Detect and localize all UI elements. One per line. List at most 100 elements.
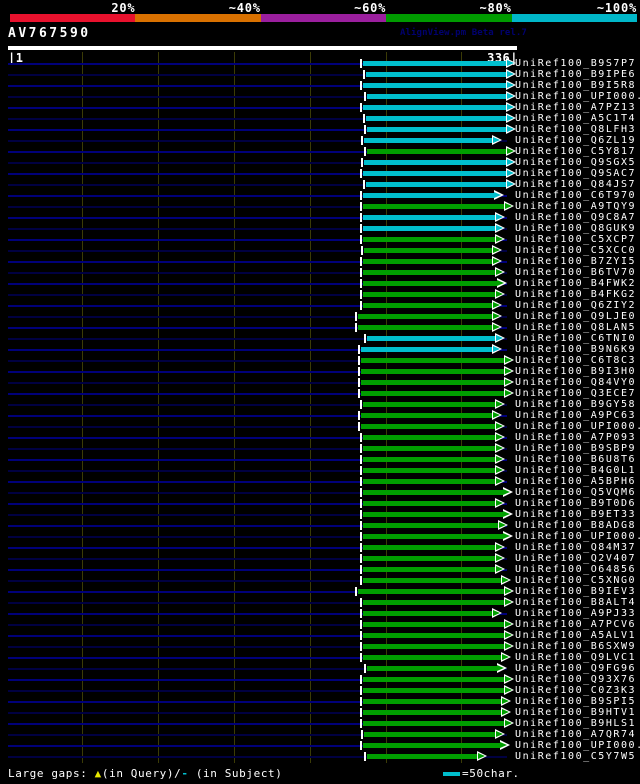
hit-label[interactable]: UniRef100_A7PZ13: [515, 102, 637, 113]
alignment-bar[interactable]: [362, 270, 499, 275]
hit-label[interactable]: UniRef100_UPI000..: [515, 531, 640, 542]
alignment-bar[interactable]: [367, 94, 509, 99]
alignment-bar[interactable]: [362, 215, 499, 220]
alignment-bar[interactable]: [361, 369, 508, 374]
alignment-bar[interactable]: [361, 358, 508, 363]
hit-label[interactable]: UniRef100_B4G0L1: [515, 465, 637, 476]
hit-label[interactable]: UniRef100_B9S7P7: [515, 58, 637, 69]
hit-label[interactable]: UniRef100_C0Z3K3: [515, 685, 637, 696]
alignment-bar[interactable]: [362, 468, 499, 473]
hit-label[interactable]: UniRef100_Q84JS7: [515, 179, 637, 190]
alignment-bar[interactable]: [362, 259, 496, 264]
alignment-bar[interactable]: [362, 479, 499, 484]
alignment-bar[interactable]: [367, 149, 509, 154]
alignment-bar[interactable]: [364, 248, 496, 253]
alignment-bar[interactable]: [358, 325, 496, 330]
alignment-bar[interactable]: [361, 391, 508, 396]
alignment-bar[interactable]: [362, 435, 499, 440]
alignment-bar[interactable]: [362, 622, 508, 627]
hit-label[interactable]: UniRef100_Q6ZL19: [515, 135, 637, 146]
hit-label[interactable]: UniRef100_B9N6K9: [515, 344, 637, 355]
hit-label[interactable]: UniRef100_Q6ZIY2: [515, 300, 637, 311]
alignment-bar[interactable]: [362, 204, 508, 209]
alignment-bar[interactable]: [362, 490, 506, 495]
alignment-bar[interactable]: [362, 600, 508, 605]
hit-label[interactable]: UniRef100_B9I3H0: [515, 366, 637, 377]
hit-label[interactable]: UniRef100_A7P093: [515, 432, 637, 443]
alignment-bar[interactable]: [361, 347, 496, 352]
hit-label[interactable]: UniRef100_C5XNG0: [515, 575, 637, 586]
hit-label[interactable]: UniRef100_A5C1T4: [515, 113, 637, 124]
alignment-bar[interactable]: [362, 281, 500, 286]
hit-label[interactable]: UniRef100_A9PJ33: [515, 608, 637, 619]
alignment-bar[interactable]: [365, 72, 509, 77]
alignment-bar[interactable]: [367, 336, 499, 341]
hit-label[interactable]: UniRef100_B6TV70: [515, 267, 637, 278]
hit-label[interactable]: UniRef100_C5XCC0: [515, 245, 637, 256]
hit-label[interactable]: UniRef100_C5Y7W5: [515, 751, 637, 762]
hit-label[interactable]: UniRef100_O64856: [515, 564, 637, 575]
alignment-bar[interactable]: [362, 611, 496, 616]
hit-label[interactable]: UniRef100_B8ADG8: [515, 520, 637, 531]
alignment-bar[interactable]: [361, 413, 496, 418]
alignment-bar[interactable]: [362, 710, 505, 715]
hit-label[interactable]: UniRef100_C5Y817: [515, 146, 637, 157]
hit-label[interactable]: UniRef100_Q9LJE0: [515, 311, 637, 322]
alignment-bar[interactable]: [362, 237, 499, 242]
hit-label[interactable]: UniRef100_B9SBP9: [515, 443, 637, 454]
alignment-bar[interactable]: [358, 314, 496, 319]
hit-label[interactable]: UniRef100_C6T970: [515, 190, 637, 201]
hit-label[interactable]: UniRef100_C6T8C3: [515, 355, 637, 366]
alignment-bar[interactable]: [361, 380, 508, 385]
hit-label[interactable]: UniRef100_UPI000..: [515, 421, 640, 432]
hit-label[interactable]: UniRef100_B9SPI5: [515, 696, 637, 707]
hit-label[interactable]: UniRef100_Q8LFH3: [515, 124, 637, 135]
hit-label[interactable]: UniRef100_Q93X76: [515, 674, 637, 685]
hit-label[interactable]: UniRef100_A9PC63: [515, 410, 637, 421]
alignment-bar[interactable]: [364, 160, 509, 165]
alignment-bar[interactable]: [362, 105, 509, 110]
hit-label[interactable]: UniRef100_B6SXW9: [515, 641, 637, 652]
hit-label[interactable]: UniRef100_Q84M37: [515, 542, 637, 553]
alignment-bar[interactable]: [362, 61, 509, 66]
alignment-bar[interactable]: [362, 677, 508, 682]
hit-label[interactable]: UniRef100_B8ALT4: [515, 597, 637, 608]
alignment-bar[interactable]: [362, 556, 499, 561]
hit-label[interactable]: UniRef100_B4FWK2: [515, 278, 637, 289]
hit-label[interactable]: UniRef100_Q2V407: [515, 553, 637, 564]
alignment-bar[interactable]: [362, 292, 499, 297]
hit-label[interactable]: UniRef100_B9HLS1: [515, 718, 637, 729]
alignment-bar[interactable]: [362, 457, 499, 462]
alignment-bar[interactable]: [362, 501, 499, 506]
alignment-bar[interactable]: [367, 127, 509, 132]
hit-label[interactable]: UniRef100_B9HTV1: [515, 707, 637, 718]
alignment-bar[interactable]: [362, 523, 502, 528]
hit-label[interactable]: UniRef100_A5ALV1: [515, 630, 637, 641]
alignment-bar[interactable]: [362, 446, 499, 451]
alignment-bar[interactable]: [362, 226, 499, 231]
hit-label[interactable]: UniRef100_Q9FG96: [515, 663, 637, 674]
alignment-bar[interactable]: [362, 688, 508, 693]
alignment-bar[interactable]: [358, 589, 508, 594]
alignment-bar[interactable]: [364, 732, 499, 737]
alignment-bar[interactable]: [367, 754, 481, 759]
hit-label[interactable]: UniRef100_Q9LVC1: [515, 652, 637, 663]
alignment-bar[interactable]: [362, 699, 505, 704]
alignment-bar[interactable]: [362, 193, 497, 198]
hit-label[interactable]: UniRef100_Q84VY0: [515, 377, 637, 388]
hit-label[interactable]: UniRef100_C6TNI0: [515, 333, 637, 344]
alignment-bar[interactable]: [362, 512, 506, 517]
alignment-bar[interactable]: [362, 545, 499, 550]
hit-label[interactable]: UniRef100_Q5VQM6: [515, 487, 637, 498]
alignment-bar[interactable]: [362, 721, 508, 726]
alignment-bar[interactable]: [361, 424, 499, 429]
alignment-bar[interactable]: [365, 116, 509, 121]
hit-label[interactable]: UniRef100_B9ET33: [515, 509, 637, 520]
hit-label[interactable]: UniRef100_B9IEV3: [515, 586, 637, 597]
alignment-bar[interactable]: [362, 567, 499, 572]
hit-label[interactable]: UniRef100_B9T0D6: [515, 498, 637, 509]
hit-label[interactable]: UniRef100_A7QR74: [515, 729, 637, 740]
hit-label[interactable]: UniRef100_UPI000..: [515, 740, 640, 751]
alignment-bar[interactable]: [367, 666, 500, 671]
hit-label[interactable]: UniRef100_A9TQY9: [515, 201, 637, 212]
